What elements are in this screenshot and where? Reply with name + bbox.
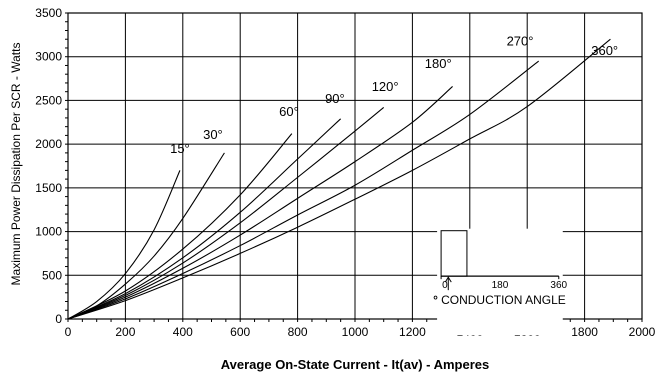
x-axis-label: Average On-State Current - It(av) - Ampe… (221, 357, 490, 372)
x-tick-label: 400 (173, 325, 193, 339)
x-tick-label: 1800 (571, 325, 598, 339)
x-tick-label: 600 (230, 325, 250, 339)
curve-360-deg (67, 38, 611, 320)
y-tick-label: 3500 (35, 6, 62, 20)
x-tick-label: 2000 (629, 325, 656, 339)
curve-labels: 15° 30° 60° 90° 120° 180° 270° 360° (170, 33, 618, 156)
x-tick-label: 0 (65, 325, 72, 339)
y-tick-label: 2500 (35, 93, 62, 107)
curve-label-90-deg: 90° (325, 91, 345, 106)
y-tick-label: 2000 (35, 137, 62, 151)
x-tick-label: 1200 (399, 325, 426, 339)
inset-tick-label: 0 (442, 280, 448, 291)
y-axis-label: Maximum Power Dissipation Per SCR - Watt… (9, 43, 23, 286)
curve-90-deg (67, 118, 342, 320)
inset-tick-label: 360 (550, 280, 567, 291)
inset-caption: CONDUCTION ANGLE (441, 293, 566, 307)
curve-label-120-deg: 120° (372, 79, 399, 94)
y-tick-label: 3000 (35, 50, 62, 64)
x-tick-label: 200 (115, 325, 135, 339)
curve-30-deg (67, 152, 225, 320)
inset-arrow-head (444, 276, 452, 283)
y-tick-label: 500 (42, 268, 62, 282)
y-tick-label: 1500 (35, 181, 62, 195)
conduction-angle-inset: 0 180 360 ° CONDUCTION ANGLE (433, 228, 568, 336)
curve-270-deg (67, 60, 540, 320)
x-tick-label: 800 (288, 325, 308, 339)
curve-180-deg (67, 86, 453, 320)
y-tick-label: 1000 (35, 225, 62, 239)
curve-label-360-deg: 360° (591, 43, 618, 58)
plot-frame (67, 12, 643, 320)
curve-15-deg (67, 170, 181, 320)
curve-label-30-deg: 30° (203, 127, 223, 142)
inset-tick-label: 180 (492, 280, 509, 291)
curve-label-15-deg: 15° (170, 141, 190, 156)
curve-label-270-deg: 270° (507, 33, 534, 48)
x-tick-label: 1000 (342, 325, 369, 339)
curve-120-deg (67, 106, 385, 320)
y-tick-label: 0 (55, 312, 62, 326)
inset-degree-symbol: ° (433, 293, 438, 307)
inset-background (437, 228, 563, 336)
curves (67, 38, 611, 320)
curve-label-180-deg: 180° (425, 56, 452, 71)
curve-60-deg (67, 133, 293, 320)
curve-label-60-deg: 60° (279, 104, 299, 119)
